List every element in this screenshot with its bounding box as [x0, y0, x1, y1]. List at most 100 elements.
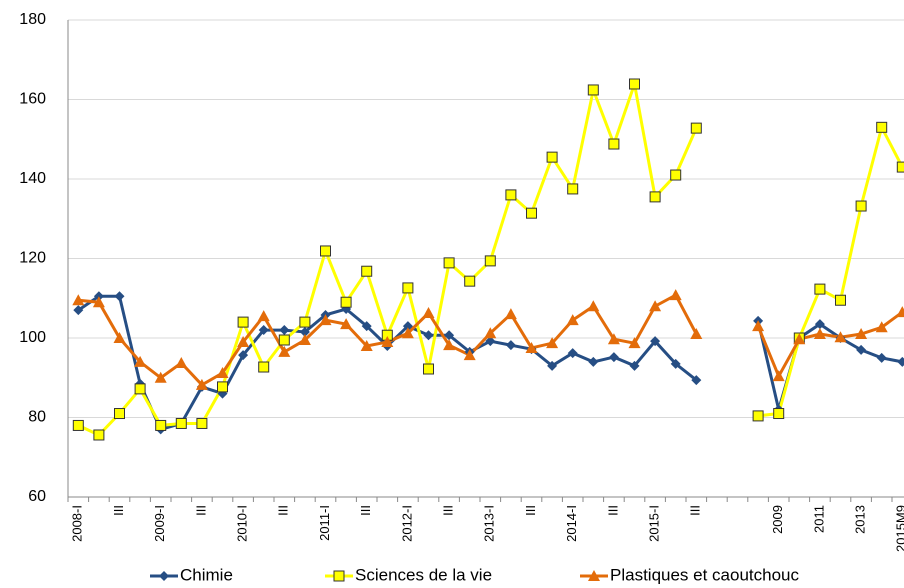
legend-label: Chimie: [180, 565, 233, 584]
data-point: [257, 310, 270, 322]
data-point: [752, 410, 764, 422]
data-point: [587, 300, 600, 312]
legend-marker: [588, 570, 600, 581]
data-point: [381, 335, 394, 347]
data-point: [444, 330, 455, 341]
data-point: [238, 350, 249, 361]
data-point: [814, 283, 826, 295]
x-tick-label: 2010-I: [235, 505, 250, 542]
data-point: [567, 348, 578, 359]
data-point: [175, 357, 188, 369]
x-tick-label: 2008-I: [70, 505, 85, 542]
data-point: [443, 257, 455, 269]
data-point: [629, 360, 640, 371]
data-point: [361, 321, 372, 332]
legend-marker: [159, 571, 169, 581]
y-tick-label: 120: [19, 250, 46, 267]
data-point: [752, 320, 765, 332]
data-point: [299, 316, 311, 328]
data-point: [237, 335, 250, 347]
x-tick-label: III: [111, 505, 126, 516]
x-tick-label: III: [688, 505, 703, 516]
data-point: [154, 371, 167, 383]
data-point: [670, 169, 682, 181]
x-tick-label: III: [358, 505, 373, 516]
data-point: [216, 366, 229, 378]
data-point: [690, 122, 702, 134]
data-point: [834, 331, 847, 343]
x-tick-label: III: [605, 505, 620, 516]
data-point: [93, 429, 105, 441]
data-point: [73, 305, 84, 316]
data-point: [896, 161, 904, 173]
data-point: [484, 327, 497, 339]
data-point: [608, 352, 619, 363]
data-point: [298, 333, 311, 345]
data-point: [669, 289, 682, 301]
data-point: [793, 333, 806, 345]
data-point: [690, 328, 703, 340]
x-tick-label: 2013-I: [482, 505, 497, 542]
data-point: [258, 361, 270, 373]
data-point: [134, 383, 146, 395]
y-tick-label: 100: [19, 329, 46, 346]
x-tick-label: III: [193, 505, 208, 516]
y-tick-label: 140: [19, 170, 46, 187]
x-tick-label: 2014-I: [564, 505, 579, 542]
data-point: [546, 337, 559, 349]
data-point: [896, 306, 904, 318]
data-point: [175, 417, 187, 429]
data-point: [113, 332, 126, 343]
data-point: [402, 282, 414, 294]
data-point: [526, 207, 537, 219]
data-point: [505, 340, 516, 351]
legend-marker: [333, 570, 345, 582]
data-point: [196, 417, 208, 429]
data-point: [278, 345, 291, 357]
data-point: [628, 337, 641, 349]
data-point: [134, 355, 147, 367]
data-point: [691, 375, 702, 386]
y-tick-label: 60: [28, 488, 46, 505]
data-point: [155, 419, 167, 431]
data-point: [402, 321, 413, 332]
data-point: [340, 296, 352, 308]
data-point: [813, 328, 826, 340]
x-tick-label: 2011-I: [317, 505, 332, 541]
data-point: [484, 255, 496, 267]
data-point: [258, 325, 269, 336]
data-point: [504, 308, 517, 320]
data-point: [422, 306, 435, 318]
data-point: [876, 121, 888, 133]
x-tick-label: 2012-I: [399, 505, 414, 542]
data-point: [464, 275, 476, 287]
data-point: [463, 349, 476, 361]
data-point: [92, 296, 105, 308]
x-tick-label: 2009-I: [152, 505, 167, 542]
legend-label: Sciences de la vie: [355, 565, 492, 584]
data-point: [566, 314, 579, 326]
data-point: [217, 381, 228, 393]
data-point: [649, 191, 661, 203]
data-point: [319, 314, 332, 326]
data-point: [547, 360, 558, 371]
data-point: [856, 344, 867, 355]
data-point: [773, 408, 785, 420]
y-tick-label: 180: [19, 11, 46, 28]
data-point: [485, 336, 496, 347]
y-tick-label: 160: [19, 91, 46, 108]
data-point: [588, 356, 599, 367]
x-tick-label: 2011: [811, 505, 826, 533]
data-point: [114, 291, 125, 302]
data-point: [505, 189, 517, 201]
data-point: [567, 183, 579, 195]
data-point: [897, 356, 904, 367]
data-point: [423, 363, 434, 375]
data-point: [772, 370, 785, 382]
data-point: [814, 319, 825, 330]
x-tick-label: III: [523, 505, 538, 516]
data-point: [401, 327, 414, 339]
legend-label: Plastiques et caoutchouc: [610, 565, 800, 584]
data-point: [670, 358, 681, 369]
data-point: [525, 341, 538, 353]
